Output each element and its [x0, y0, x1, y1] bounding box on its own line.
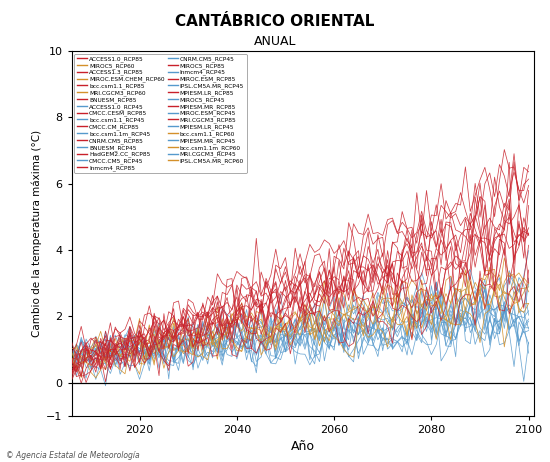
Y-axis label: Cambio de la temperatura máxima (°C): Cambio de la temperatura máxima (°C)	[31, 130, 42, 337]
Text: CANTÁBRICO ORIENTAL: CANTÁBRICO ORIENTAL	[175, 14, 375, 29]
Text: © Agencia Estatal de Meteorología: © Agencia Estatal de Meteorología	[6, 451, 139, 460]
X-axis label: Año: Año	[290, 440, 315, 453]
Legend: ACCESS1.0_RCP85, MIROC5_RCP60, ACCESS1.3_RCP85, MIROC.ESM.CHEM_RCP60, bcc.csm1.1: ACCESS1.0_RCP85, MIROC5_RCP60, ACCESS1.3…	[74, 54, 246, 173]
Text: ANUAL: ANUAL	[254, 35, 296, 48]
